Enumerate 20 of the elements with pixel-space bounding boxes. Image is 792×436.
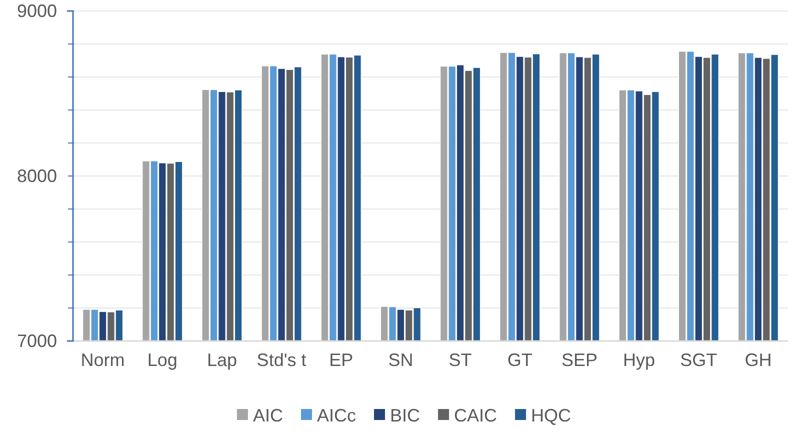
x-tick-label: Lap [206, 350, 237, 370]
legend-label: CAIC [454, 405, 498, 426]
legend-label: HQC [531, 405, 572, 426]
x-tick-label: SEP [561, 350, 598, 370]
x-tick-label: Std's t [256, 350, 306, 370]
x-tick-label: ST [448, 350, 472, 370]
y-tick-label: 7000 [16, 330, 57, 351]
x-tick-label: Hyp [623, 350, 656, 370]
x-tick-label: Norm [80, 350, 125, 370]
legend-label: AIC [252, 405, 283, 426]
x-tick-label: GT [507, 350, 532, 370]
x-tick-label: GH [744, 350, 772, 370]
x-tick-label: SN [388, 350, 414, 370]
x-tick-label: SGT [680, 350, 718, 370]
x-tick-label: EP [329, 350, 354, 370]
legend-label: AICc [316, 405, 356, 426]
y-tick-label: 9000 [16, 0, 57, 21]
x-tick-label: Log [147, 350, 178, 370]
y-tick-label: 8000 [16, 166, 57, 186]
legend-label: BIC [390, 405, 420, 426]
